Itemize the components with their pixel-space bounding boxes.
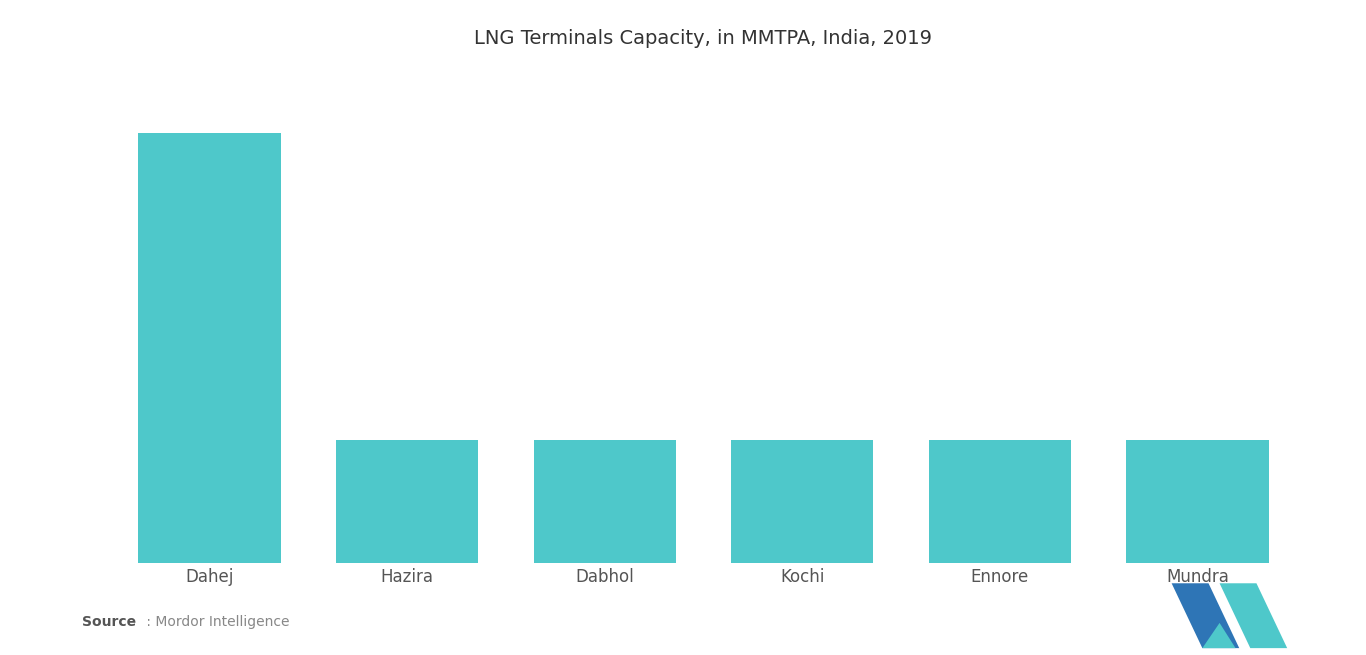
Bar bbox=[929, 440, 1071, 563]
Text: Source: Source bbox=[82, 615, 137, 629]
Bar bbox=[534, 440, 676, 563]
Title: LNG Terminals Capacity, in MMTPA, India, 2019: LNG Terminals Capacity, in MMTPA, India,… bbox=[474, 29, 933, 48]
Polygon shape bbox=[1220, 583, 1287, 648]
Polygon shape bbox=[1202, 623, 1236, 648]
Bar bbox=[731, 440, 873, 563]
Text: : Mordor Intelligence: : Mordor Intelligence bbox=[142, 615, 290, 629]
Bar bbox=[336, 440, 478, 563]
Polygon shape bbox=[1172, 583, 1239, 648]
Bar bbox=[138, 134, 280, 563]
Bar bbox=[1127, 440, 1269, 563]
